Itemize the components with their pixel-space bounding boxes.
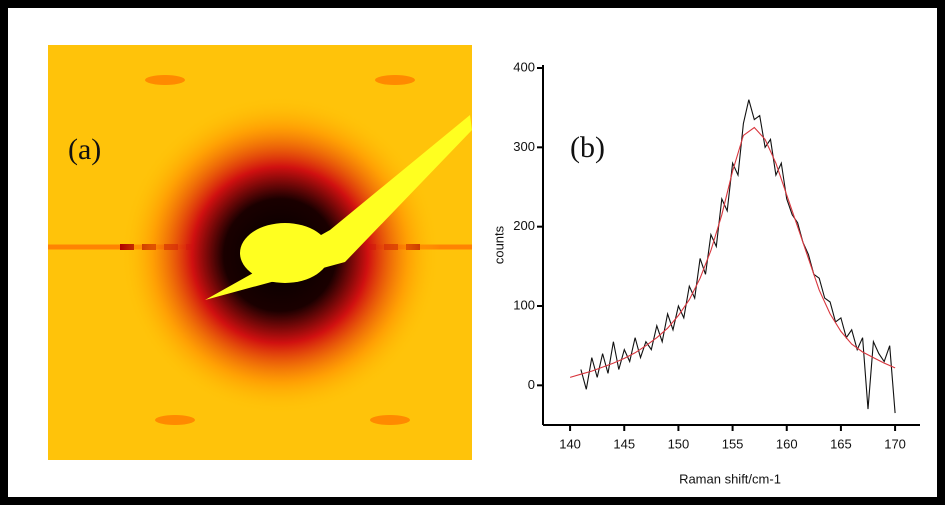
y-tick-label: 200 — [513, 218, 535, 233]
x-tick-label: 155 — [722, 436, 744, 451]
x-axis-label: Raman shift/cm-1 — [679, 471, 781, 486]
y-axis-label: counts — [491, 225, 506, 264]
panel-label: (a) — [68, 133, 101, 166]
y-tick-label: 300 — [513, 139, 535, 154]
diffraction-image: (a) — [48, 45, 472, 460]
x-tick-label: 165 — [830, 436, 852, 451]
y-tick-label: 0 — [528, 377, 535, 392]
x-tick-label: 160 — [776, 436, 798, 451]
x-tick-label: 150 — [668, 436, 690, 451]
panel-label: (b) — [570, 131, 605, 164]
data-line — [580, 99, 896, 414]
x-tick-label: 140 — [559, 436, 581, 451]
x-tick-label: 170 — [884, 436, 906, 451]
y-tick-label: 400 — [513, 59, 535, 74]
data-line — [569, 126, 896, 378]
x-tick-label: 145 — [613, 436, 635, 451]
y-tick-label: 100 — [513, 297, 535, 312]
